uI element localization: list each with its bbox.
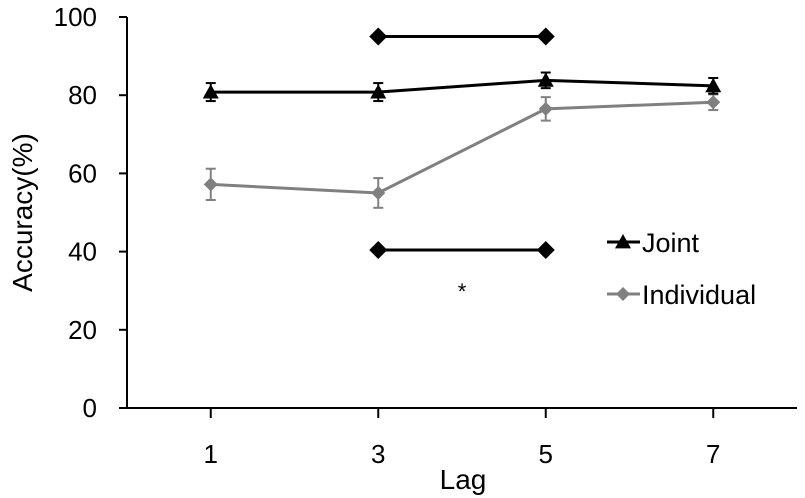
y-tick-label: 100 — [54, 2, 97, 32]
individual-point — [371, 185, 386, 200]
legend-marker-individual — [616, 287, 630, 301]
y-tick-label: 20 — [68, 315, 97, 345]
joint-line — [210, 78, 714, 94]
joint-point — [202, 84, 219, 99]
legend-item-joint: Joint — [607, 228, 700, 258]
joint-point — [370, 84, 387, 99]
individual-point — [538, 101, 553, 116]
significance-bar-end — [369, 27, 388, 46]
joint-point — [705, 77, 722, 93]
series-joint — [202, 71, 722, 103]
legend: Joint Individual — [607, 228, 756, 310]
significance-bar — [369, 27, 555, 46]
y-tick-label: 80 — [68, 80, 97, 110]
series-individual — [203, 93, 721, 209]
significance-asterisk: * — [458, 279, 467, 304]
significance-bar — [369, 241, 555, 260]
individual-point — [203, 177, 218, 192]
y-tick-label: 40 — [68, 237, 97, 267]
legend-label-joint: Joint — [642, 228, 700, 258]
significance-bar-end — [536, 241, 555, 260]
x-tick-label: 1 — [204, 439, 218, 469]
significance-bar-end — [369, 241, 388, 260]
y-tick-label: 0 — [83, 393, 97, 423]
legend-marker-joint — [615, 234, 631, 249]
x-tick-label: 5 — [539, 439, 553, 469]
significance-bar-end — [536, 27, 555, 46]
y-tick-label: 60 — [68, 158, 97, 188]
y-axis-title: Accuracy(%) — [7, 133, 38, 292]
individual-line — [210, 100, 714, 195]
x-tick-label: 7 — [706, 439, 720, 469]
plot-area: 0 20 40 60 80 100 1 3 5 7 Lag Accuracy(%) * Joint Indi… — [7, 2, 797, 495]
legend-item-individual: Individual — [607, 280, 756, 310]
joint-point — [537, 72, 554, 87]
x-axis-title: Lag — [440, 464, 487, 495]
x-tick-label: 3 — [371, 439, 385, 469]
legend-label-individual: Individual — [642, 280, 756, 310]
individual-point — [706, 95, 721, 110]
